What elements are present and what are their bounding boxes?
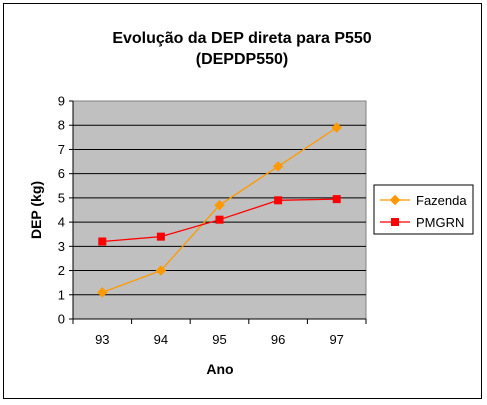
legend-label: PMGRN [416,215,464,230]
x-tick-label: 93 [95,332,109,347]
data-point [332,195,341,204]
data-point [272,161,284,172]
y-tick-label: 5 [58,190,65,205]
series-pmgrn [98,195,341,246]
gridlines [73,124,366,296]
x-tick-label: 96 [271,332,285,347]
data-point [155,265,167,276]
data-point [98,237,107,246]
series-fazenda [97,122,342,298]
data-point [274,196,283,205]
x-tick-label: 97 [329,332,343,347]
y-tick-label: 0 [58,312,65,327]
legend: Fazenda PMGRN [373,184,474,235]
x-axis-title: Ano [206,361,233,377]
legend-marker [389,194,401,206]
y-tick-label: 7 [58,142,65,157]
chart-title-line-1: Evolução da DEP direta para P550 [112,30,371,47]
data-point [215,215,224,224]
axes [69,100,367,324]
data-point [156,232,165,241]
y-tick-label: 9 [58,94,65,109]
y-tick-label: 4 [58,215,65,230]
legend-marker [391,218,399,226]
data-point [331,122,342,133]
series [97,122,342,298]
legend-label: Fazenda [416,193,467,208]
data-point [97,287,108,298]
data-point [214,199,225,211]
y-tick-label: 2 [58,263,65,278]
y-axis-title: DEP (kg) [28,181,44,239]
x-tick-label: 94 [154,332,168,347]
chart-title-line-2: (DEPDP550) [196,51,288,68]
y-tick-label: 3 [58,239,65,254]
y-tick-label: 6 [58,166,65,181]
tick-labels: 0 1 2 3 4 5 6 7 8 9 93 94 95 96 97 [58,94,344,348]
y-tick-label: 1 [58,287,65,302]
y-tick-label: 8 [58,118,65,133]
x-tick-label: 95 [212,332,226,347]
legend-box [373,184,474,235]
